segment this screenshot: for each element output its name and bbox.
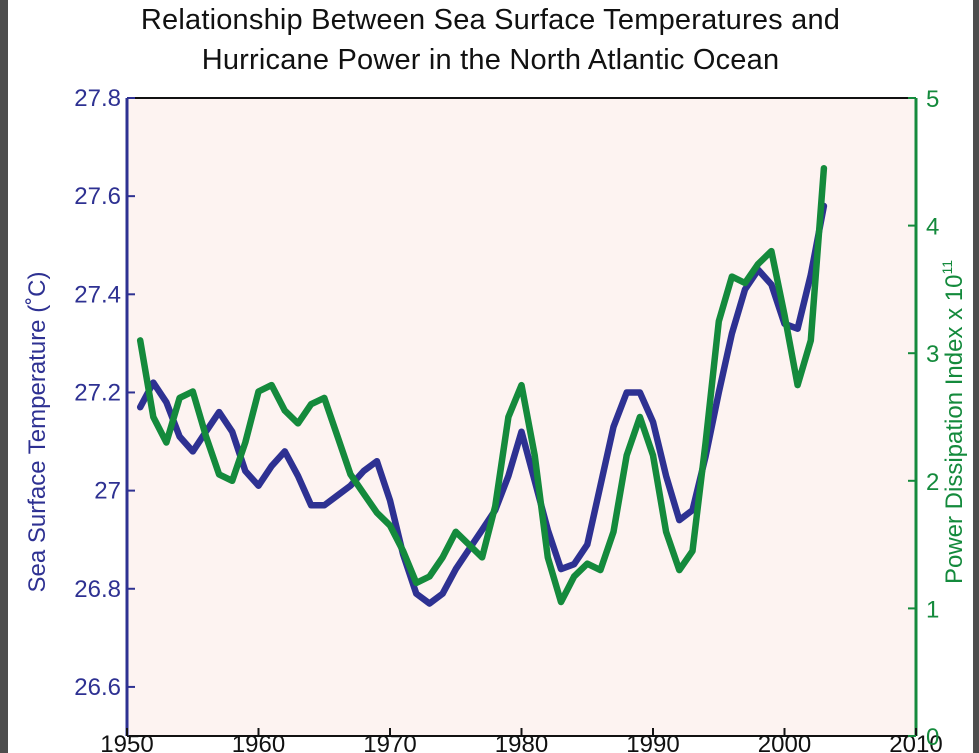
chart-title-line-2: Hurricane Power in the North Atlantic Oc… bbox=[201, 44, 780, 76]
x-tick-label: 1950 bbox=[100, 731, 153, 753]
y-left-tick-label: 27.2 bbox=[74, 379, 121, 406]
x-tick-label: 1970 bbox=[363, 731, 416, 753]
y-left-tick-label: 27 bbox=[94, 478, 121, 505]
y-right-tick-label: 1 bbox=[926, 596, 939, 623]
x-tick-label: 2010 bbox=[889, 731, 942, 753]
y-right-tick-label: 4 bbox=[926, 214, 939, 241]
x-tick-label: 2000 bbox=[758, 731, 811, 753]
x-tick-label: 1960 bbox=[232, 731, 285, 753]
x-tick-label: 1980 bbox=[495, 731, 548, 753]
y-axis-right-label: Power Dissipation Index x 1011 bbox=[939, 260, 968, 584]
y-right-tick-label: 3 bbox=[926, 341, 939, 368]
y-left-tick-label: 26.6 bbox=[74, 674, 121, 701]
y-axis-right-label-exponent: 11 bbox=[939, 260, 955, 275]
y-left-tick-label: 27.6 bbox=[74, 183, 121, 210]
plot-area bbox=[127, 98, 916, 736]
y-left-tick-label: 27.8 bbox=[74, 85, 121, 112]
pdi-series-line bbox=[136, 164, 828, 606]
y-right-tick-label: 2 bbox=[926, 469, 939, 496]
chart-frame: Relationship Between Sea Surface Tempera… bbox=[8, 0, 973, 753]
y-axis-left-label: Sea Surface Temperature (˚C) bbox=[24, 271, 51, 592]
y-left-tick-label: 26.8 bbox=[74, 576, 121, 603]
chart-title-line-1: Relationship Between Sea Surface Tempera… bbox=[140, 4, 841, 36]
y-left-tick-label: 27.4 bbox=[74, 281, 121, 308]
sst-series-line bbox=[136, 202, 828, 607]
x-tick-label: 1990 bbox=[626, 731, 679, 753]
chart-svg: 1950 1960 1970 1980 1990 2000 2010 26.6 26.8 27 27… bbox=[24, 85, 968, 753]
y-axis-right-label-base: Power Dissipation Index x 10 bbox=[941, 275, 968, 585]
y-right-tick-label: 5 bbox=[926, 86, 939, 113]
y-right-tick-label: 0 bbox=[926, 724, 939, 751]
